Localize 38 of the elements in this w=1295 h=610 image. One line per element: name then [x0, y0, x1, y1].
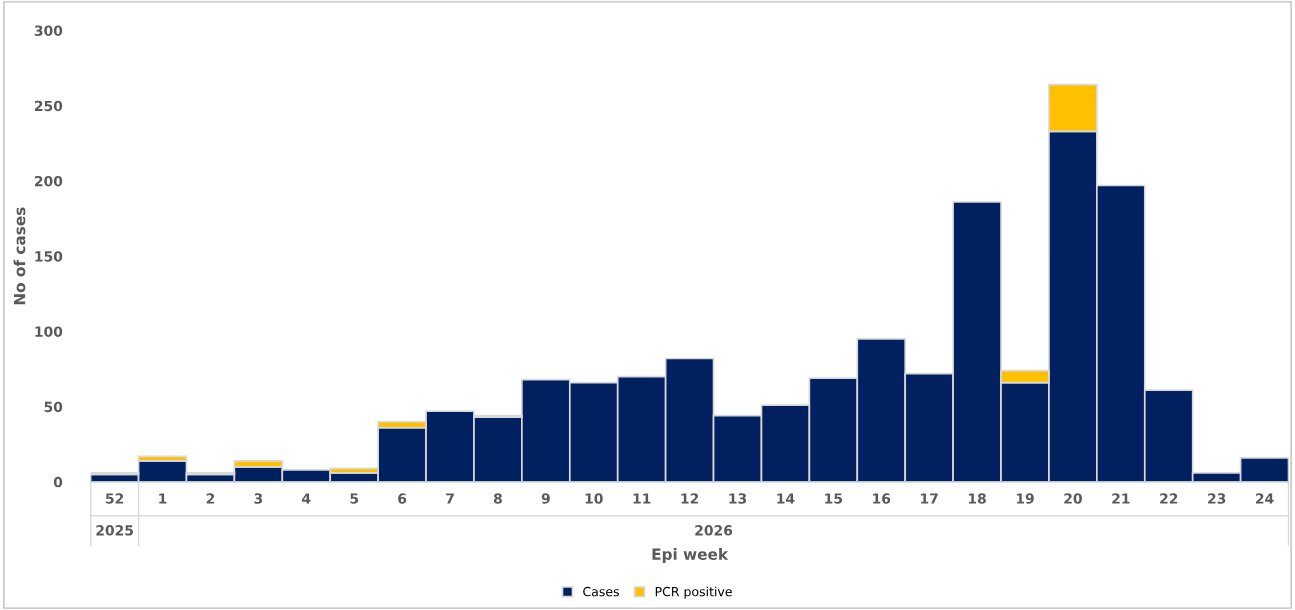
- x-tick-label: 14: [777, 493, 795, 504]
- x-tick-label: 13: [729, 493, 747, 504]
- legend-label: PCR positive: [655, 586, 732, 599]
- y-tick-label: 150: [35, 251, 63, 262]
- x-tick-label: 1: [159, 493, 167, 504]
- y-axis-title: No of cases: [13, 207, 26, 305]
- x-tick-label: 7: [446, 493, 454, 504]
- x-tick-label: 8: [493, 493, 502, 504]
- x-tick-label: 19: [1016, 493, 1034, 504]
- text: 2026: [695, 525, 733, 536]
- x-tick-label: 9: [541, 493, 550, 504]
- x-tick-label: 10: [585, 493, 603, 504]
- x-tick-label: 22: [1160, 493, 1178, 504]
- y-tick-label: 50: [44, 401, 63, 413]
- x-tick-label: 15: [825, 493, 843, 504]
- x-axis-title: Epi week: [652, 548, 729, 563]
- x-tick-label: 12: [681, 493, 699, 504]
- legend-label: Cases: [583, 586, 619, 597]
- x-tick-label: 2: [206, 493, 215, 504]
- x-tick-label: 24: [1256, 493, 1274, 504]
- x-tick-label: 18: [968, 493, 986, 504]
- x-tick-label: 3: [254, 493, 263, 504]
- x-tick-label: 6: [398, 493, 407, 504]
- x-tick-label: 23: [1208, 493, 1226, 504]
- text: 2025: [96, 525, 133, 536]
- x-tick-label: 17: [921, 493, 938, 504]
- x-tick-label: 11: [633, 493, 651, 504]
- y-tick-label: 0: [53, 476, 63, 488]
- x-tick-label: 4: [302, 493, 311, 504]
- y-tick-label: 300: [34, 25, 63, 36]
- y-tick-label: 250: [34, 100, 63, 112]
- x-tick-label: 5: [350, 493, 359, 504]
- x-tick-label: 20: [1064, 493, 1082, 504]
- x-tick-label: 21: [1112, 493, 1130, 504]
- y-tick-label: 100: [35, 326, 63, 337]
- x-tick-label: 52: [106, 493, 124, 504]
- y-tick-label: 200: [34, 175, 63, 187]
- x-tick-label: 16: [873, 493, 891, 504]
